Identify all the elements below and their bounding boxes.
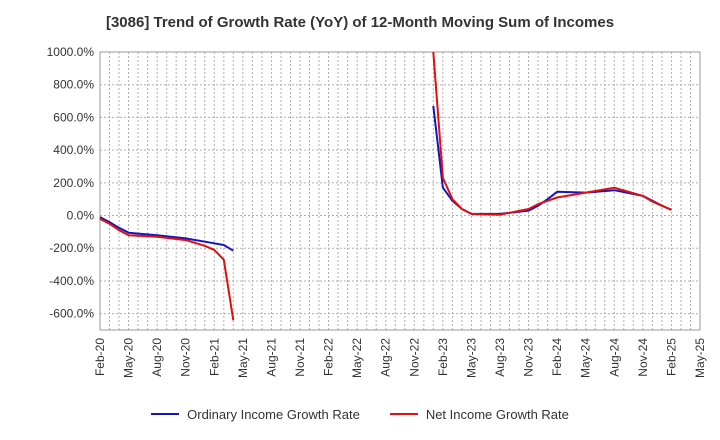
x-tick-label: Aug-24 [607,338,621,377]
x-tick-label: Feb-21 [207,338,221,376]
legend-item: Ordinary Income Growth Rate [151,407,360,422]
x-tick-label: May-25 [693,338,707,378]
ordinary-income-line [99,216,234,252]
ordinary-income-line [432,105,672,215]
x-tick-label: Feb-23 [436,338,450,376]
x-tick-label: May-24 [579,338,593,378]
y-tick-label: 800.0% [53,78,94,92]
x-tick-label: Nov-20 [179,338,193,377]
x-axis-tick-labels: Feb-20 May-20 Aug-20 Nov-20 Feb-21 May-21 Aug-… [93,338,707,378]
x-tick-label: May-21 [236,338,250,378]
x-tick-label: Nov-22 [407,338,421,377]
chart-title: [3086] Trend of Growth Rate (YoY) of 12-… [105,14,615,31]
x-tick-label: May-22 [350,338,364,378]
x-tick-label: May-20 [122,338,136,378]
y-tick-label: 1000.0% [47,45,95,59]
x-tick-label: Feb-24 [550,338,564,376]
y-tick-label: 400.0% [53,143,94,157]
net-income-line [432,51,672,216]
x-tick-label: Nov-21 [293,338,307,377]
y-tick-label: -200.0% [49,241,94,255]
series-lines [99,51,672,321]
y-tick-label: 200.0% [53,176,94,190]
y-tick-label: -400.0% [49,274,94,288]
y-tick-label: 600.0% [53,110,94,124]
plot-area-frame [99,51,701,331]
x-tick-label: Nov-24 [636,338,650,377]
x-tick-label: Aug-20 [150,338,164,377]
legend-item: Net Income Growth Rate [389,406,569,422]
x-tick-label: Aug-22 [379,338,393,377]
x-tick-label: May-23 [464,338,478,378]
y-axis-tick-labels: 1000.0% 800.0% 600.0% 400.0% 200.0% 0.0% -200.… [47,45,95,321]
net-income-line [99,217,235,321]
legend-swatch [151,413,180,415]
x-tick-label: Feb-22 [322,338,336,376]
legend-swatch [389,413,418,415]
x-tick-label: Feb-25 [664,338,678,376]
y-tick-label: 0.0% [67,209,95,223]
x-tick-label: Aug-23 [493,338,507,377]
legend-label: Ordinary Income Growth Rate [187,406,360,422]
y-tick-label: -600.0% [49,307,94,321]
x-tick-label: Aug-21 [264,338,278,377]
legend-label: Net Income Growth Rate [425,406,569,422]
x-tick-label: Feb-20 [93,338,107,376]
x-tick-label: Nov-23 [522,338,536,377]
legend: Ordinary Income Growth Rate Net Income Gr… [0,402,720,426]
